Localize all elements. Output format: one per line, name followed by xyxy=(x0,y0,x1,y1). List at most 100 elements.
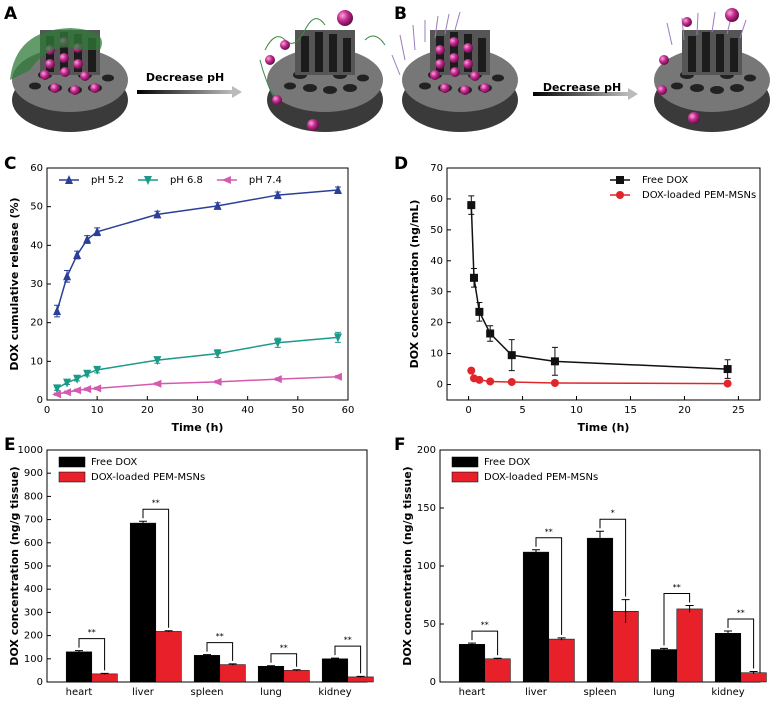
panel-label: E xyxy=(4,435,16,455)
marker xyxy=(93,365,102,375)
marker xyxy=(467,366,476,375)
marker xyxy=(723,379,732,388)
marker xyxy=(143,176,152,185)
y-tick-label: 10 xyxy=(30,356,43,367)
legend-label: pH 6.8 xyxy=(170,175,203,186)
x-axis-label: Time (h) xyxy=(172,421,224,434)
x-tick-label: spleen xyxy=(191,687,224,698)
panel-label: D xyxy=(394,154,408,174)
marker xyxy=(72,386,82,395)
y-tick-label: 100 xyxy=(24,654,43,665)
significance-bracket xyxy=(663,592,691,646)
marker xyxy=(93,226,102,236)
error-bar xyxy=(228,663,237,666)
y-tick-label: 40 xyxy=(30,240,43,251)
y-tick-label: 30 xyxy=(430,287,443,298)
significance-label: ** xyxy=(280,643,288,652)
series-line xyxy=(56,336,339,390)
marker xyxy=(475,375,484,384)
y-tick-label: 40 xyxy=(430,256,443,267)
arrow-label: Decrease pH xyxy=(146,71,224,84)
error-bar xyxy=(596,530,604,546)
bar xyxy=(548,638,575,683)
marker xyxy=(333,185,342,195)
marker xyxy=(153,356,162,366)
schematic-particle xyxy=(654,8,770,132)
y-tick-label: 50 xyxy=(30,202,43,213)
x-tick-label: liver xyxy=(132,687,155,698)
marker xyxy=(467,201,476,210)
significance-bracket xyxy=(599,518,627,597)
arrow xyxy=(533,92,628,96)
arrow-head xyxy=(628,88,638,100)
marker xyxy=(486,377,495,386)
error-bar xyxy=(292,669,301,672)
marker xyxy=(333,333,342,343)
error-bar xyxy=(203,654,211,657)
marker xyxy=(213,200,222,210)
x-tick-label: lung xyxy=(653,687,675,698)
x-tick-label: 50 xyxy=(291,405,304,416)
error-bar xyxy=(685,604,694,613)
marker xyxy=(273,338,282,348)
significance-label: ** xyxy=(152,499,160,508)
error-bar xyxy=(267,665,275,667)
y-tick-label: 100 xyxy=(417,561,436,572)
legend-swatch xyxy=(58,456,86,468)
marker xyxy=(469,273,478,282)
x-tick-label: 20 xyxy=(141,405,154,416)
marker xyxy=(213,349,222,359)
error-bar xyxy=(468,642,476,646)
x-tick-label: heart xyxy=(459,687,486,698)
significance-label: ** xyxy=(673,583,681,592)
marker xyxy=(550,357,559,366)
marker xyxy=(153,209,162,219)
error-bar xyxy=(621,599,630,623)
x-tick-label: 5 xyxy=(519,405,525,416)
x-tick-label: 60 xyxy=(342,405,355,416)
legend-swatch xyxy=(58,471,86,483)
error-bar xyxy=(532,549,540,555)
schematic-particle xyxy=(391,11,518,132)
marker xyxy=(73,250,82,259)
error-bar xyxy=(557,637,566,641)
error-bar xyxy=(139,520,147,525)
x-tick-label: 20 xyxy=(678,405,691,416)
x-tick-label: spleen xyxy=(584,687,617,698)
significance-label: ** xyxy=(216,632,224,641)
marker xyxy=(212,377,222,386)
x-tick-label: 10 xyxy=(91,405,104,416)
bar xyxy=(129,522,157,683)
y-tick-label: 0 xyxy=(437,380,443,391)
panel-label: C xyxy=(4,154,16,174)
significance-bracket xyxy=(471,630,499,656)
marker xyxy=(507,351,516,360)
significance-bracket xyxy=(206,642,234,661)
error-bar xyxy=(331,657,339,660)
arrow xyxy=(137,90,232,94)
legend-label: Free DOX xyxy=(91,457,137,468)
significance-bracket xyxy=(270,653,298,667)
bar xyxy=(257,665,285,683)
bar xyxy=(458,644,486,683)
significance-bracket xyxy=(535,537,563,635)
significance-bracket xyxy=(727,618,755,669)
y-tick-label: 700 xyxy=(24,515,43,526)
y-tick-label: 50 xyxy=(423,619,436,630)
marker xyxy=(62,388,72,397)
marker xyxy=(82,385,92,394)
series-line xyxy=(470,205,728,370)
marker xyxy=(475,307,484,316)
arrow-label: Decrease pH xyxy=(543,81,621,94)
y-tick-label: 60 xyxy=(430,194,443,205)
y-tick-label: 200 xyxy=(24,631,43,642)
bar xyxy=(283,670,310,683)
significance-label: * xyxy=(611,509,615,518)
marker xyxy=(92,384,102,393)
y-tick-label: 150 xyxy=(417,503,436,514)
significance-label: ** xyxy=(545,527,553,536)
marker xyxy=(332,372,342,381)
marker xyxy=(550,378,559,387)
y-tick-label: 500 xyxy=(24,561,43,572)
x-axis-label: Time (h) xyxy=(578,421,630,434)
